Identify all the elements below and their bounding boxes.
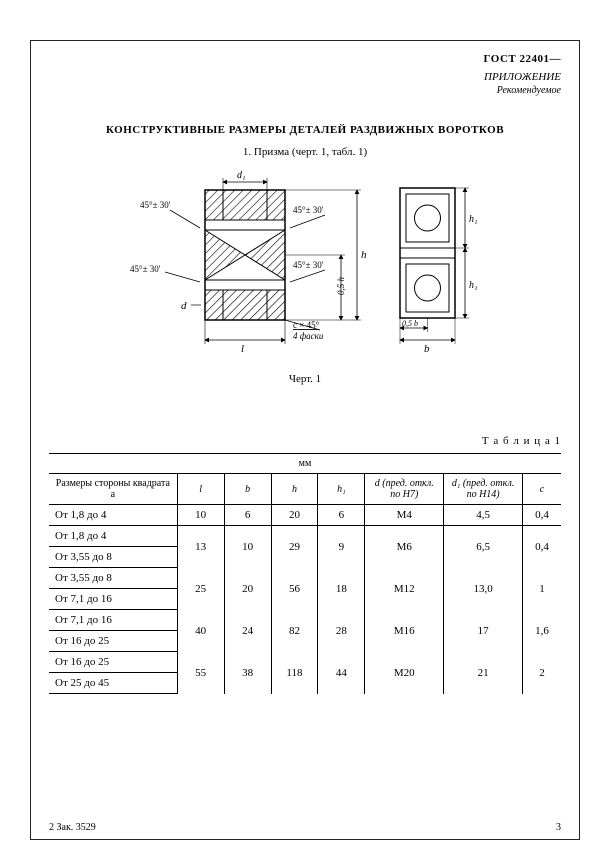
- dimensions-table: мм Размеры стороны квадрата a l b h h₁ d…: [49, 453, 561, 694]
- col-a: Размеры стороны квадрата a: [49, 474, 177, 505]
- col-b: b: [224, 474, 271, 505]
- recommended-label: Рекомендуемое: [49, 85, 561, 96]
- dim-d: d: [181, 300, 187, 312]
- dim-h1a: h₁: [469, 214, 477, 225]
- dim-d1: d₁: [237, 170, 245, 181]
- col-h1: h₁: [318, 474, 365, 505]
- figure-caption: Черт. 1: [49, 373, 561, 385]
- dim-l: l: [241, 343, 244, 355]
- footer-left: 2 Зак. 3529: [49, 822, 96, 833]
- page-footer: 2 Зак. 3529 3: [49, 822, 561, 833]
- dim-half-h: 0,5 h: [336, 277, 346, 296]
- technical-drawing: 45°± 30' 45°± 30' 45°± 30' 45°± 30' d₁ d: [49, 170, 561, 365]
- angle-label-3: 45°± 30': [293, 205, 324, 215]
- table-header-row: Размеры стороны квадрата a l b h h₁ d (п…: [49, 474, 561, 505]
- table-row: От 1,8 до 4 1310 299 M66,5 0,4: [49, 526, 561, 547]
- table-row: От 16 до 25 5538 11844 M2021 2: [49, 652, 561, 673]
- page-subtitle: 1. Призма (черт. 1, табл. 1): [49, 146, 561, 158]
- table-unit: мм: [49, 454, 561, 474]
- dim-b: b: [424, 343, 430, 355]
- table-row: От 7,1 до 16 4024 8228 M1617 1,6: [49, 610, 561, 631]
- col-c: c: [523, 474, 561, 505]
- dim-half-b: 0,5 b: [402, 319, 418, 328]
- footer-right: 3: [556, 822, 561, 833]
- appendix-label: ПРИЛОЖЕНИЕ: [49, 71, 561, 83]
- table-label: Т а б л и ц а 1: [49, 435, 561, 447]
- col-l: l: [177, 474, 224, 505]
- col-d: d (пред. откл. по H7): [365, 474, 444, 505]
- chamfer-c45: c × 45°: [293, 320, 320, 330]
- table-row: От 3,55 до 8 2520 5618 M1213,0 1: [49, 568, 561, 589]
- col-h: h: [271, 474, 318, 505]
- angle-label-4: 45°± 30': [293, 260, 324, 270]
- page-title: КОНСТРУКТИВНЫЕ РАЗМЕРЫ ДЕТАЛЕЙ РАЗДВИЖНЫ…: [49, 124, 561, 136]
- angle-label-1: 45°± 30': [140, 200, 171, 210]
- table-row: От 1,8 до 4 106 206 M44,5 0,4: [49, 505, 561, 526]
- col-d1: d₁ (пред. откл. по H14): [444, 474, 523, 505]
- gost-number: ГОСТ 22401—: [49, 53, 561, 65]
- angle-label-2: 45°± 30': [130, 264, 161, 274]
- dim-h: h: [361, 249, 367, 261]
- chamfer-count: 4 фаски: [293, 331, 324, 341]
- dim-h1b: h₁: [469, 280, 477, 291]
